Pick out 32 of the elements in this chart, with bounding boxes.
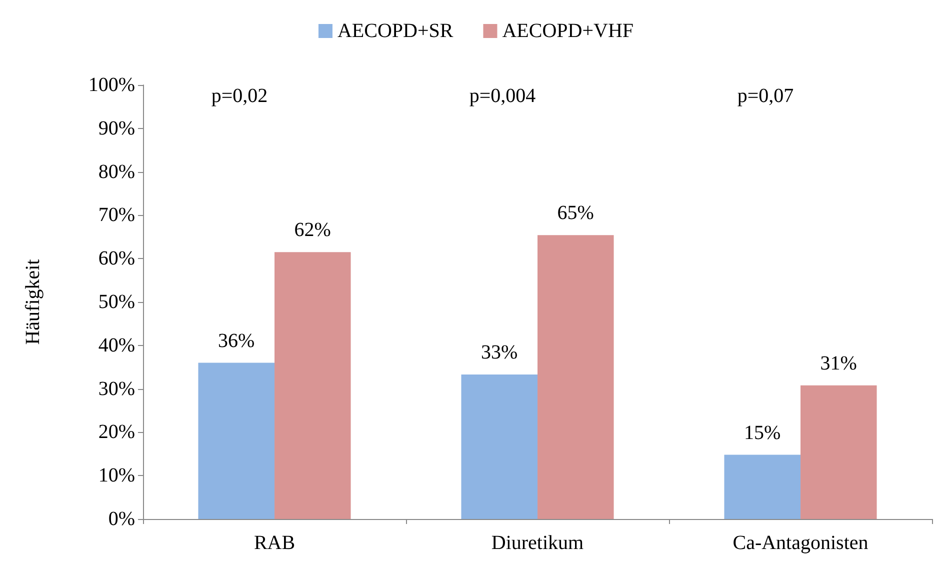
y-tick-label: 0% (108, 508, 135, 530)
data-label: 62% (294, 219, 331, 242)
legend-label: AECOPD+SR (337, 20, 454, 42)
bar (274, 252, 351, 519)
x-tick-label: RAB (254, 532, 296, 554)
y-tick-label: 80% (98, 160, 135, 183)
y-tick-label: 30% (98, 378, 135, 400)
y-tick-label: 70% (98, 204, 135, 226)
bar (800, 385, 877, 519)
annotation: p=0,02 (211, 85, 268, 107)
x-tick-label: Ca-Antagonisten (732, 532, 868, 554)
bar (198, 362, 274, 519)
data-label: 31% (820, 352, 857, 374)
y-tick-label: 60% (98, 248, 135, 270)
annotation: p=0,07 (737, 85, 794, 107)
y-tick-label: 100% (88, 74, 135, 96)
annotation: p=0,004 (469, 85, 536, 107)
data-label: 65% (557, 202, 594, 224)
legend-label: AECOPD+VHF (502, 20, 634, 42)
data-label: 15% (744, 422, 781, 444)
data-label: 33% (481, 341, 518, 364)
y-tick-label: 90% (98, 117, 135, 140)
y-tick-label: 10% (98, 464, 135, 487)
bar (538, 235, 614, 519)
bar (461, 374, 538, 519)
x-tick-label: Diuretikum (491, 532, 584, 554)
y-tick-label: 40% (98, 334, 135, 356)
y-tick-label: 50% (98, 291, 135, 313)
y-axis-title: Häufigkeit (22, 258, 44, 345)
bar (724, 454, 800, 519)
y-tick-label: 20% (98, 421, 135, 444)
data-label: 36% (218, 330, 255, 352)
